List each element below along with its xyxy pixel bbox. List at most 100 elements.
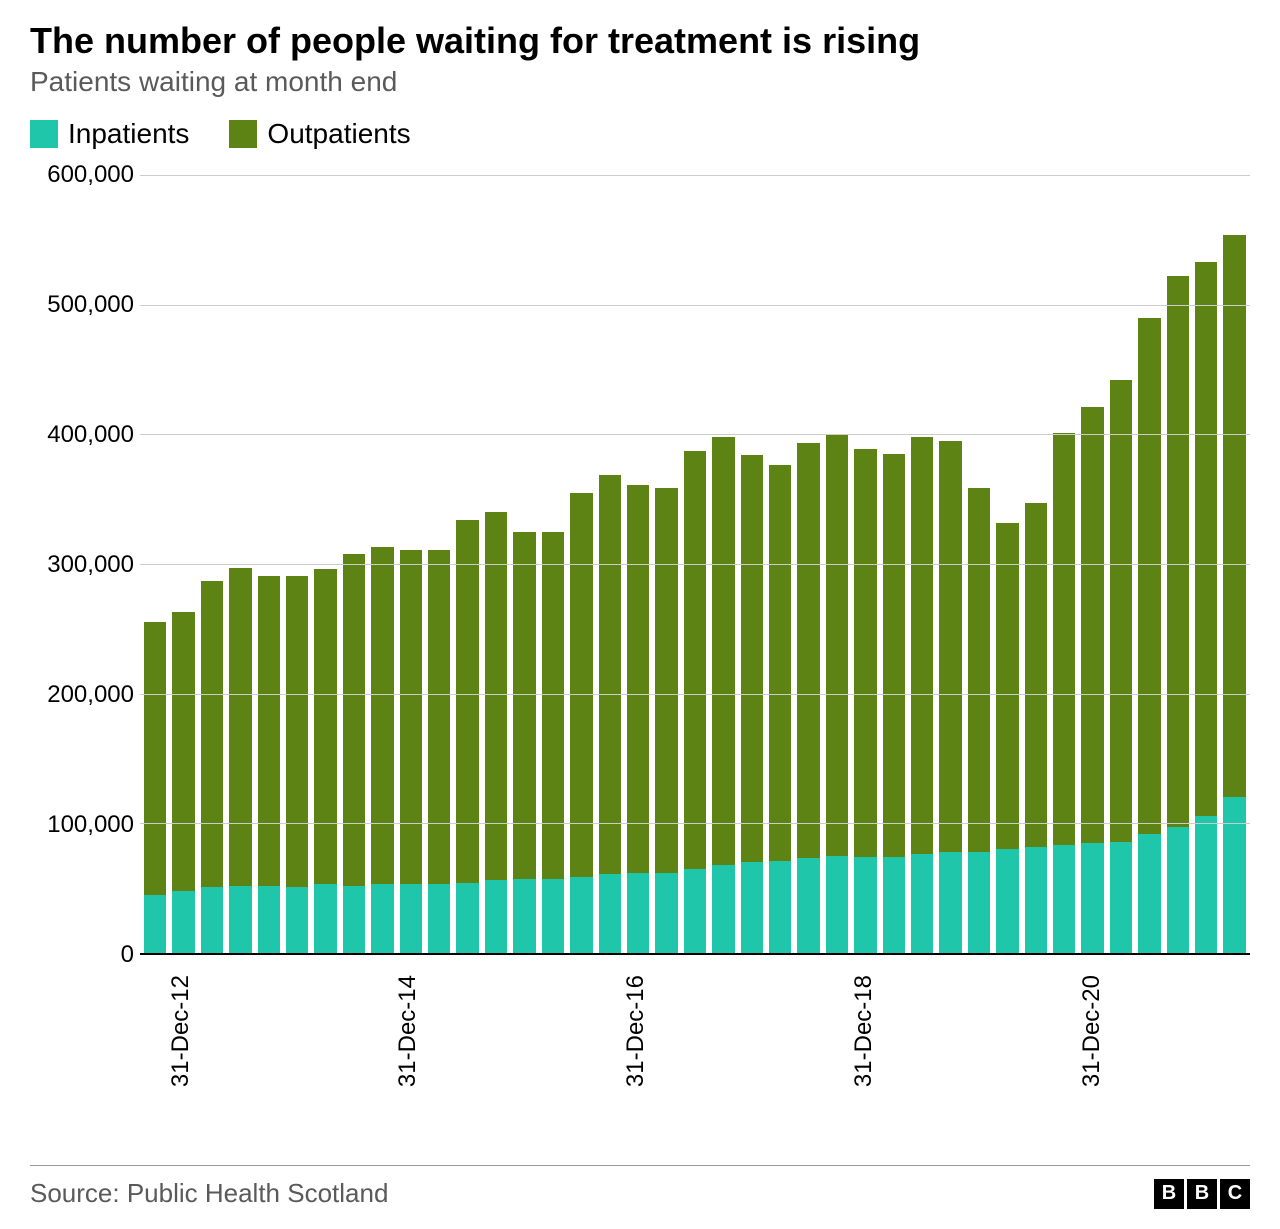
- bar-segment-inpatients: [286, 887, 308, 953]
- bar-segment-inpatients: [570, 877, 592, 954]
- bar-segment-inpatients: [1138, 834, 1160, 953]
- bar-segment-inpatients: [797, 858, 819, 953]
- bar-segment-inpatients: [172, 891, 194, 953]
- bbc-box-c: C: [1220, 1179, 1250, 1209]
- bar-segment-outpatients: [1223, 235, 1245, 798]
- bar-segment-outpatients: [1167, 276, 1189, 827]
- y-tick-label: 500,000: [47, 291, 134, 319]
- y-tick-label: 100,000: [47, 811, 134, 839]
- x-tick-label: 31-Dec-14: [394, 975, 422, 1087]
- bar-segment-outpatients: [371, 547, 393, 884]
- bar-segment-inpatients: [201, 887, 223, 953]
- bar-segment-inpatients: [513, 879, 535, 953]
- bar-segment-inpatients: [1025, 847, 1047, 953]
- x-tick-label: 31-Dec-18: [850, 975, 878, 1087]
- bar-segment-outpatients: [712, 437, 734, 865]
- bar-segment-inpatients: [485, 880, 507, 953]
- gridline: [140, 175, 1250, 176]
- bar-segment-inpatients: [1223, 797, 1245, 953]
- gridline: [140, 305, 1250, 306]
- bar-segment-inpatients: [769, 861, 791, 953]
- legend-item-inpatients: Inpatients: [30, 118, 189, 150]
- bar-segment-inpatients: [684, 869, 706, 953]
- gridline: [140, 823, 1250, 824]
- bar-segment-outpatients: [1138, 318, 1160, 834]
- bar-segment-outpatients: [513, 532, 535, 880]
- bar-segment-outpatients: [172, 612, 194, 891]
- legend-label: Inpatients: [68, 118, 189, 150]
- bar-segment-inpatients: [542, 879, 564, 953]
- source-text: Source: Public Health Scotland: [30, 1178, 388, 1209]
- bar-segment-inpatients: [1081, 843, 1103, 953]
- legend-item-outpatients: Outpatients: [229, 118, 410, 150]
- bar-segment-outpatients: [314, 569, 336, 884]
- bar-segment-inpatients: [627, 873, 649, 953]
- bar-segment-inpatients: [229, 886, 251, 953]
- bar-segment-outpatients: [570, 493, 592, 877]
- bar-segment-outpatients: [400, 550, 422, 885]
- bar-segment-outpatients: [428, 550, 450, 885]
- bar-segment-inpatients: [428, 884, 450, 953]
- bar-segment-outpatients: [201, 581, 223, 887]
- bar-segment-outpatients: [343, 554, 365, 886]
- bar-segment-inpatients: [996, 849, 1018, 953]
- bar-segment-outpatients: [911, 437, 933, 855]
- bbc-logo: B B C: [1154, 1179, 1250, 1209]
- bar-segment-outpatients: [258, 576, 280, 886]
- bar-segment-outpatients: [1195, 262, 1217, 816]
- bar-segment-inpatients: [1110, 842, 1132, 954]
- bar-segment-outpatients: [741, 455, 763, 862]
- bar-segment-outpatients: [684, 451, 706, 869]
- bar-segment-outpatients: [655, 488, 677, 873]
- y-tick-label: 400,000: [47, 421, 134, 449]
- gridline: [140, 434, 1250, 435]
- x-axis: 31-Dec-12 31-Dec-14 31-Dec-16 31-Dec-18 31-D…: [140, 965, 1250, 1165]
- bar-segment-outpatients: [1081, 407, 1103, 843]
- bar-segment-inpatients: [314, 884, 336, 953]
- gridline: [140, 564, 1250, 565]
- bar-segment-outpatients: [797, 443, 819, 858]
- bar-segment-outpatients: [456, 520, 478, 883]
- bar-segment-inpatients: [258, 886, 280, 953]
- x-tick-label: 31-Dec-20: [1078, 975, 1106, 1087]
- bar-segment-outpatients: [599, 475, 621, 874]
- bar-segment-inpatients: [939, 852, 961, 953]
- chart-footer: Source: Public Health Scotland B B C: [30, 1165, 1250, 1209]
- chart-title: The number of people waiting for treatme…: [30, 20, 1250, 62]
- bar-segment-outpatients: [996, 523, 1018, 850]
- bar-segment-inpatients: [599, 874, 621, 953]
- bar-segment-outpatients: [769, 465, 791, 860]
- bar-segment-inpatients: [371, 884, 393, 953]
- bar-segment-outpatients: [854, 449, 876, 857]
- bar-segment-inpatients: [456, 883, 478, 953]
- bar-segment-outpatients: [229, 568, 251, 886]
- legend-swatch: [229, 120, 257, 148]
- bar-segment-outpatients: [968, 488, 990, 852]
- y-tick-label: 0: [121, 941, 134, 969]
- chart-subtitle: Patients waiting at month end: [30, 66, 1250, 98]
- bar-segment-outpatients: [542, 532, 564, 880]
- bar-segment-outpatients: [286, 576, 308, 887]
- bar-segment-outpatients: [826, 434, 848, 855]
- bar-segment-outpatients: [144, 622, 166, 894]
- bar-segment-inpatients: [883, 857, 905, 953]
- bar-segment-inpatients: [655, 873, 677, 953]
- bbc-box-b: B: [1187, 1179, 1217, 1209]
- bar-segment-outpatients: [1053, 433, 1075, 845]
- bar-segment-inpatients: [400, 884, 422, 953]
- bar-segment-inpatients: [712, 865, 734, 953]
- bar-segment-outpatients: [1110, 380, 1132, 842]
- bar-segment-inpatients: [854, 857, 876, 953]
- bar-segment-outpatients: [939, 441, 961, 852]
- bar-segment-inpatients: [826, 856, 848, 953]
- bar-segment-outpatients: [883, 454, 905, 857]
- bar-segment-inpatients: [144, 895, 166, 953]
- x-tick-label: 31-Dec-12: [167, 975, 195, 1087]
- y-tick-label: 200,000: [47, 681, 134, 709]
- bar-segment-outpatients: [485, 512, 507, 880]
- x-tick-label: 31-Dec-16: [622, 975, 650, 1087]
- bbc-box-b: B: [1154, 1179, 1184, 1209]
- legend-swatch: [30, 120, 58, 148]
- bar-segment-inpatients: [1053, 845, 1075, 953]
- bar-segment-inpatients: [343, 886, 365, 953]
